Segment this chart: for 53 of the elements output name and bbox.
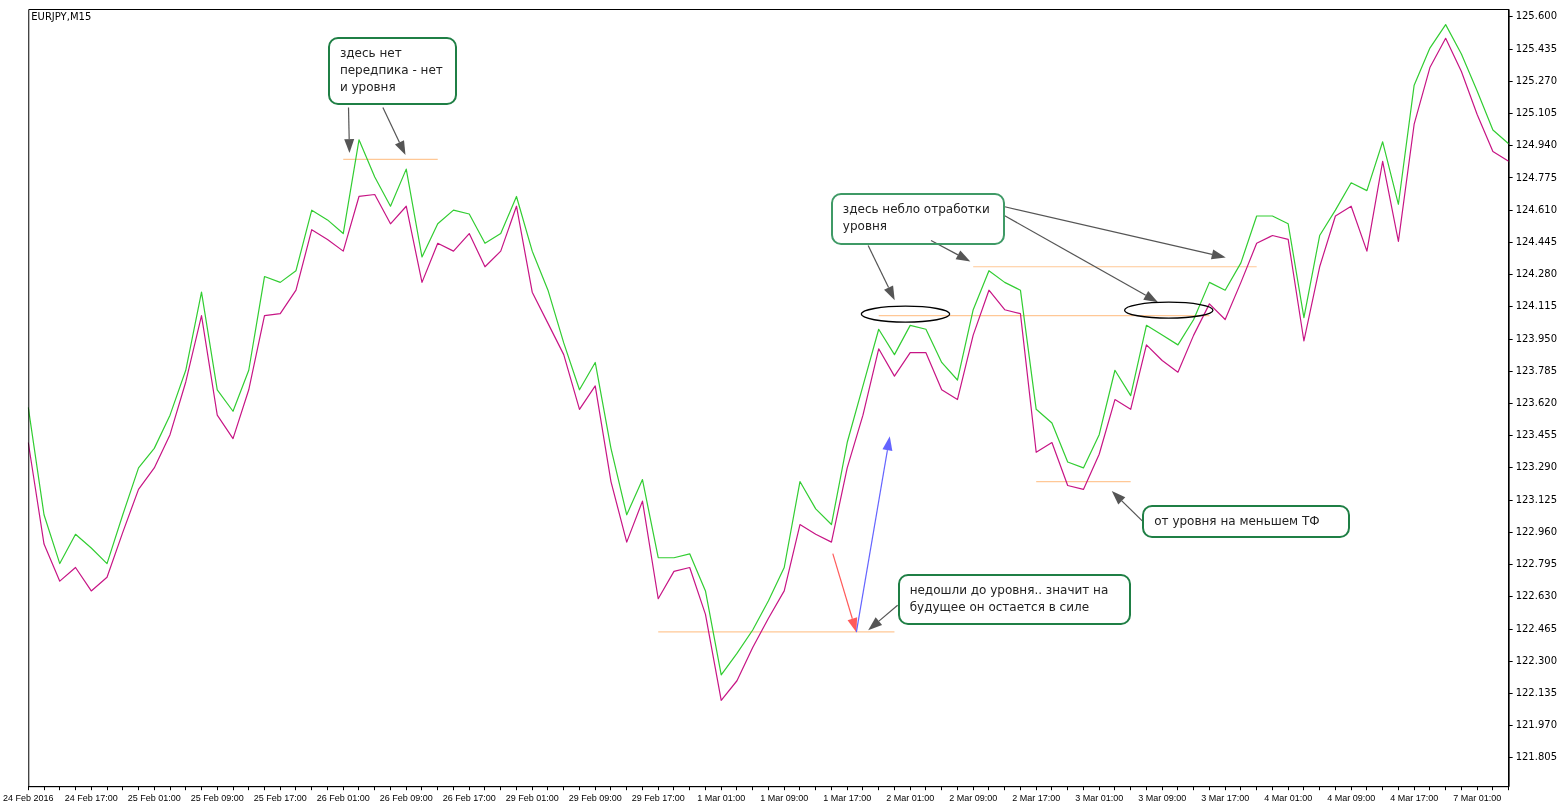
y-tick-label: 123.125 (1515, 493, 1558, 505)
annotation: от уровня на меньшем ТФ (1142, 504, 1350, 538)
x-tick-label: 29 Feb 01:00 (505, 793, 559, 804)
y-tick-label: 122.630 (1515, 590, 1558, 602)
y-tick-label: 124.280 (1515, 268, 1558, 280)
y-tick-label: 122.960 (1515, 525, 1558, 537)
y-tick-label: 124.610 (1515, 203, 1558, 215)
x-tick-label: 4 Mar 17:00 (1390, 793, 1439, 804)
x-tick-label: 2 Mar 17:00 (1012, 793, 1061, 804)
y-tick-label: 125.435 (1515, 42, 1558, 54)
chart-title: EURJPY,M15 (31, 11, 92, 22)
x-tick-label: 7 Mar 01:00 (1453, 793, 1502, 804)
x-tick-label: 4 Mar 01:00 (1264, 793, 1313, 804)
y-tick-label: 122.795 (1515, 558, 1558, 570)
annotation: здесь нет передпика - нет и уровня (327, 36, 457, 106)
y-tick-label: 124.775 (1515, 171, 1558, 183)
x-tick-label: 1 Mar 01:00 (697, 793, 746, 804)
y-tick-label: 123.290 (1515, 461, 1558, 473)
x-tick-label: 3 Mar 09:00 (1138, 793, 1187, 804)
y-tick-label: 124.940 (1515, 139, 1558, 151)
x-tick-label: 3 Mar 17:00 (1201, 793, 1250, 804)
annotation: здесь небло отработки уровня (830, 192, 1005, 245)
y-tick-label: 125.105 (1515, 107, 1558, 119)
x-tick-label: 25 Feb 09:00 (190, 793, 244, 804)
x-tick-label: 2 Mar 01:00 (886, 793, 935, 804)
y-tick-label: 124.115 (1515, 300, 1558, 312)
y-tick-label: 123.620 (1515, 397, 1558, 409)
x-tick-label: 24 Feb 2016 (3, 793, 54, 804)
y-tick-label: 122.135 (1515, 687, 1558, 699)
x-tick-label: 24 Feb 17:00 (64, 793, 118, 804)
x-tick-label: 3 Mar 01:00 (1075, 793, 1124, 804)
y-tick-label: 121.805 (1515, 751, 1558, 763)
y-tick-label: 122.300 (1515, 654, 1558, 666)
x-tick-label: 26 Feb 17:00 (442, 793, 496, 804)
x-tick-label: 2 Mar 09:00 (949, 793, 998, 804)
x-tick-label: 26 Feb 09:00 (379, 793, 433, 804)
x-tick-label: 29 Feb 09:00 (568, 793, 622, 804)
y-tick-label: 125.270 (1515, 74, 1558, 86)
y-tick-label: 123.455 (1515, 429, 1558, 441)
x-tick-label: 29 Feb 17:00 (631, 793, 685, 804)
x-tick-label: 1 Mar 09:00 (760, 793, 809, 804)
y-tick-label: 124.445 (1515, 235, 1558, 247)
y-tick-label: 121.970 (1515, 719, 1558, 731)
x-tick-label: 25 Feb 01:00 (127, 793, 181, 804)
x-tick-label: 26 Feb 01:00 (316, 793, 370, 804)
x-tick-label: 4 Mar 09:00 (1327, 793, 1376, 804)
y-tick-label: 123.785 (1515, 364, 1558, 376)
y-tick-label: 122.465 (1515, 622, 1558, 634)
y-tick-label: 125.600 (1515, 10, 1558, 22)
x-tick-label: 1 Mar 17:00 (823, 793, 872, 804)
x-tick-label: 25 Feb 17:00 (253, 793, 307, 804)
annotation: недошли до уровня.. значит на будущее он остается в силе (897, 573, 1132, 626)
y-tick-label: 123.950 (1515, 332, 1558, 344)
